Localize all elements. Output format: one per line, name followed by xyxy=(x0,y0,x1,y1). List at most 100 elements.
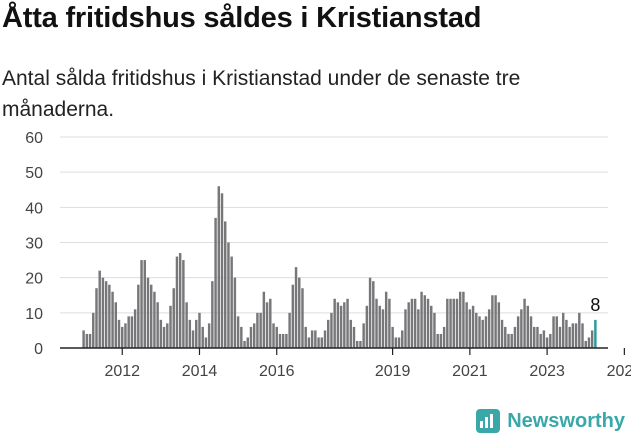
bar xyxy=(336,302,340,348)
bar xyxy=(578,312,581,348)
bar xyxy=(520,309,523,348)
bar xyxy=(320,337,324,348)
bar xyxy=(304,326,307,348)
bar xyxy=(587,337,591,348)
bar xyxy=(465,302,468,348)
bar xyxy=(590,330,594,348)
bar xyxy=(178,253,182,348)
bar xyxy=(327,319,330,348)
bar xyxy=(497,302,501,348)
bar xyxy=(439,333,443,348)
bar xyxy=(159,319,163,348)
bar xyxy=(104,281,108,348)
bar xyxy=(153,291,156,348)
bar xyxy=(256,312,259,348)
bar xyxy=(384,291,388,348)
bar xyxy=(281,333,285,348)
bar xyxy=(584,340,587,348)
bar xyxy=(594,319,597,348)
bar xyxy=(156,302,159,348)
bar xyxy=(471,305,475,348)
bar xyxy=(272,323,275,348)
bar xyxy=(117,319,121,348)
bar-chart: 0 10 20 30 40 50 60 2012 2014 2016 2019 2021 2023 202… xyxy=(25,130,631,380)
bar xyxy=(410,298,414,348)
bar xyxy=(211,281,214,348)
bar xyxy=(224,221,227,348)
bar xyxy=(404,309,407,348)
bar xyxy=(288,312,291,348)
bar xyxy=(372,281,375,348)
bar xyxy=(214,217,217,348)
bar xyxy=(317,337,320,348)
bar xyxy=(339,305,343,348)
bar xyxy=(513,326,517,348)
bar xyxy=(175,256,179,348)
bar xyxy=(275,326,278,348)
bar xyxy=(310,330,314,348)
bar xyxy=(549,333,552,348)
bar xyxy=(533,326,536,348)
bar xyxy=(536,326,539,348)
y-tick-label: 60 xyxy=(25,130,43,147)
x-tick-label: 2014 xyxy=(182,363,218,380)
bar xyxy=(269,298,272,348)
bar xyxy=(188,319,192,348)
bar xyxy=(565,319,568,348)
bar xyxy=(462,291,465,348)
bar xyxy=(523,298,526,348)
bar xyxy=(397,337,401,348)
x-tick-label: 2012 xyxy=(104,363,140,380)
bar xyxy=(407,302,410,348)
bar xyxy=(172,288,175,348)
bar xyxy=(114,302,118,348)
bar xyxy=(571,323,575,348)
y-tick-label: 30 xyxy=(25,236,43,253)
bar xyxy=(446,298,449,348)
bar xyxy=(545,337,549,348)
bar xyxy=(426,298,430,348)
bar xyxy=(436,333,439,348)
y-tick-label: 50 xyxy=(25,165,43,182)
x-tick-label: 2025 xyxy=(607,363,631,380)
bar xyxy=(401,330,404,348)
bar xyxy=(343,302,346,348)
bar xyxy=(240,326,243,348)
bar xyxy=(252,323,256,348)
bar xyxy=(92,312,95,348)
bar xyxy=(507,333,510,348)
bar xyxy=(249,326,253,348)
bar xyxy=(88,333,92,348)
bar xyxy=(455,298,459,348)
bar xyxy=(561,312,565,348)
bar xyxy=(323,330,327,348)
bar xyxy=(574,323,578,348)
y-tick-label: 40 xyxy=(25,200,43,217)
bar xyxy=(130,316,134,348)
bar xyxy=(333,298,336,348)
bar xyxy=(108,284,111,348)
bar xyxy=(227,242,230,348)
bar xyxy=(185,302,188,348)
bar xyxy=(487,309,491,348)
bar xyxy=(137,284,140,348)
bar xyxy=(246,337,249,348)
newsworthy-logo-icon xyxy=(476,409,501,433)
bar xyxy=(204,337,208,348)
bar xyxy=(201,326,204,348)
bar xyxy=(391,326,394,348)
bar xyxy=(166,323,169,348)
bar xyxy=(207,323,211,348)
bar xyxy=(191,330,195,348)
bar xyxy=(491,295,494,348)
newsworthy-logo-text: Newsworthy xyxy=(507,409,625,432)
bar xyxy=(394,337,398,348)
bar xyxy=(413,298,417,348)
bar xyxy=(355,340,359,348)
bar xyxy=(236,316,240,348)
bar xyxy=(362,323,365,348)
bar xyxy=(220,193,224,348)
bar xyxy=(504,326,507,348)
bar xyxy=(539,333,542,348)
bar xyxy=(243,340,246,348)
